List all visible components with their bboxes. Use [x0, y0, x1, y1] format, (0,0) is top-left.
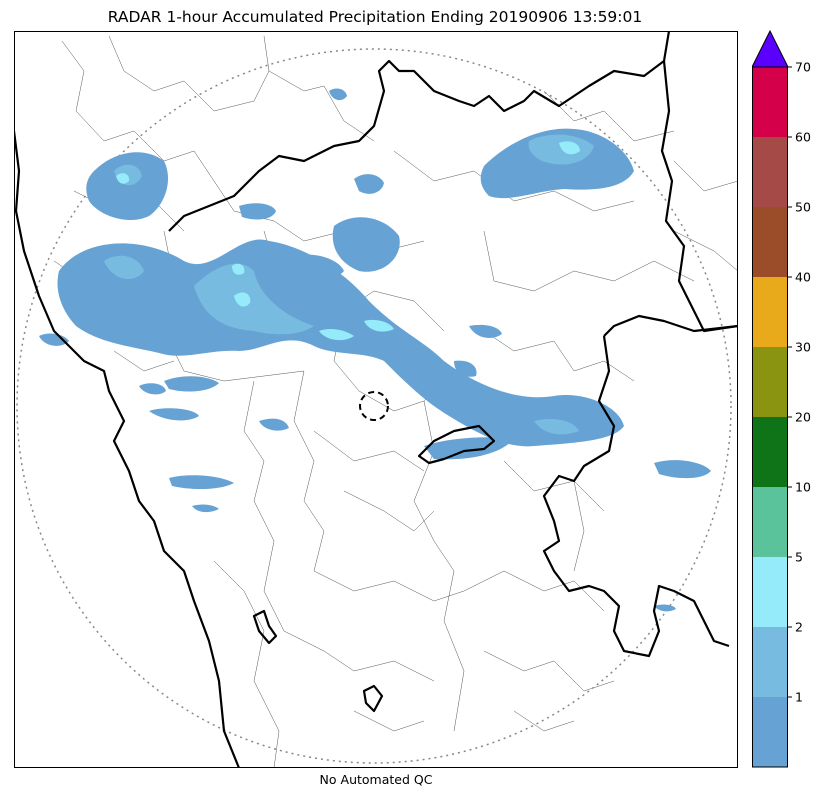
colorbar-segment [752, 557, 788, 627]
colorbar-segment [752, 137, 788, 207]
colorbar-segment [752, 277, 788, 347]
radar-map [14, 31, 738, 768]
colorbar-segment [752, 207, 788, 277]
map-title: RADAR 1-hour Accumulated Precipitation E… [107, 8, 643, 26]
radar-range-ring [16, 48, 732, 764]
precipitation-echoes [39, 88, 711, 612]
moderate-echoes [104, 134, 594, 435]
colorbar-tick-label: 5 [795, 550, 803, 565]
qc-status-label: No Automated QC [319, 772, 433, 787]
colorbar-segment [752, 627, 788, 697]
colorbar-tick-label: 40 [795, 270, 811, 285]
colorbar-tick-label: 20 [795, 410, 811, 425]
colorbar-tick-label: 70 [795, 60, 811, 75]
colorbar-segment [752, 347, 788, 417]
radar-site-marker [359, 391, 389, 421]
colorbar-segment [752, 487, 788, 557]
colorbar-tick-label: 10 [795, 480, 811, 495]
colorbar-tick-label: 50 [795, 200, 811, 215]
colorbar-tick-label: 30 [795, 340, 811, 355]
heavy-echoes [116, 141, 580, 341]
colorbar-tick-label: 2 [795, 620, 803, 635]
district-boundaries [53, 35, 738, 768]
colorbar-outline [752, 66, 788, 768]
colorbar-segment [752, 417, 788, 487]
colorbar-tick-label: 60 [795, 130, 811, 145]
colorbar-segment [752, 697, 788, 767]
colorbar-tick-label: 1 [795, 690, 803, 705]
precipitation-colorbar: 1 2 5 10 20 30 40 50 60 70 [751, 29, 824, 770]
colorbar-extension [751, 29, 789, 68]
colorbar-segment [752, 67, 788, 137]
state-borders [14, 31, 738, 768]
